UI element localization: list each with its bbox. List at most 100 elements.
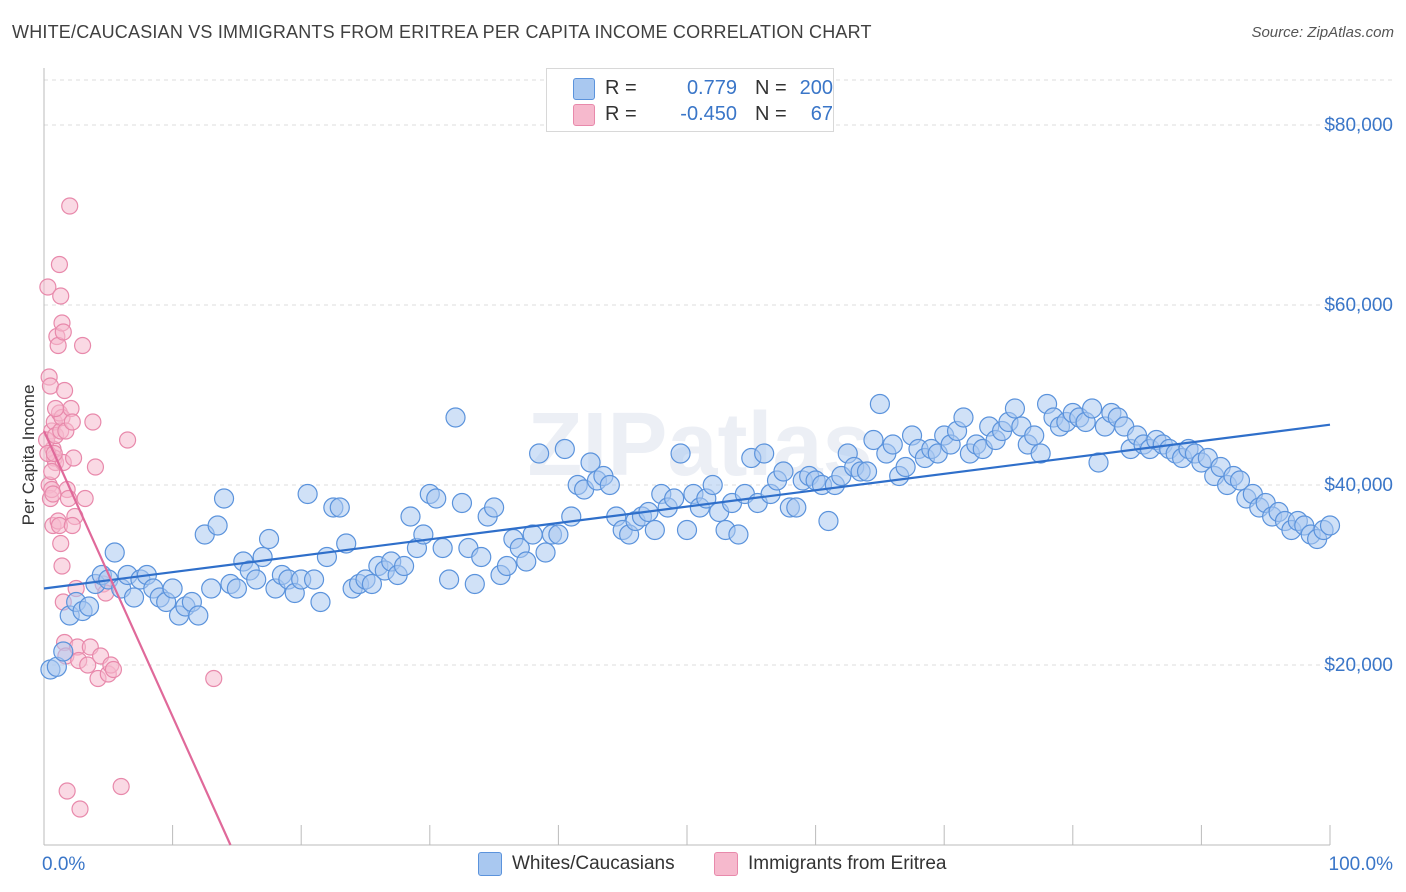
white-point bbox=[464, 573, 485, 595]
bottom-legend-label: Whites/Caucasians bbox=[512, 853, 675, 874]
white-point bbox=[361, 573, 383, 595]
eritrea-point bbox=[55, 381, 74, 400]
white-point bbox=[664, 488, 685, 509]
white-point bbox=[451, 492, 473, 514]
white-point bbox=[895, 456, 916, 478]
white-point bbox=[882, 434, 903, 455]
y-axis-label: Per Capita Income bbox=[19, 385, 38, 526]
legend-swatch-blue bbox=[573, 78, 595, 100]
eritrea-point bbox=[58, 782, 76, 800]
white-point bbox=[104, 542, 125, 563]
white-point bbox=[246, 569, 267, 590]
bottom-swatch-blue bbox=[478, 852, 502, 876]
white-point bbox=[258, 528, 280, 550]
white-point bbox=[1081, 398, 1103, 419]
white-point bbox=[1088, 452, 1109, 473]
eritrea-point bbox=[44, 485, 62, 503]
white-point bbox=[432, 537, 453, 559]
white-point bbox=[548, 524, 569, 545]
white-point bbox=[471, 546, 492, 568]
legend-n-label: N = bbox=[755, 77, 787, 99]
white-point bbox=[213, 488, 235, 509]
eritrea-point bbox=[86, 458, 105, 476]
white-point bbox=[869, 393, 891, 415]
eritrea-point bbox=[61, 197, 79, 215]
legend-r-value: 0.779 bbox=[686, 77, 737, 99]
white-point bbox=[1319, 515, 1341, 536]
trend-lines bbox=[42, 423, 1331, 846]
eritrea-point bbox=[84, 413, 102, 431]
white-point bbox=[162, 578, 183, 599]
eritrea-points bbox=[37, 197, 223, 818]
white-point bbox=[53, 641, 74, 662]
white-trend-line bbox=[43, 423, 1331, 590]
chart-title: WHITE/CAUCASIAN VS IMMIGRANTS FROM ERITR… bbox=[12, 22, 872, 42]
white-point bbox=[818, 510, 839, 532]
tick-labels: $20,000 $40,000 $60,000 $80,000 0.0% 100.0% bbox=[42, 115, 1393, 875]
white-point bbox=[554, 438, 575, 460]
white-point bbox=[310, 591, 331, 613]
white-point bbox=[445, 407, 466, 428]
white-point bbox=[863, 429, 884, 451]
white-point bbox=[702, 474, 723, 496]
eritrea-point bbox=[50, 255, 69, 274]
eritrea-point bbox=[54, 323, 72, 341]
white-point bbox=[400, 506, 421, 527]
eritrea-point bbox=[63, 516, 81, 535]
white-point bbox=[78, 596, 100, 617]
eritrea-point bbox=[118, 431, 137, 449]
white-point bbox=[529, 443, 550, 464]
white-point bbox=[670, 443, 691, 464]
white-point bbox=[438, 569, 460, 590]
white-point bbox=[676, 519, 698, 541]
eritrea-point bbox=[52, 287, 70, 305]
eritrea-point bbox=[41, 377, 60, 395]
white-point bbox=[303, 569, 325, 590]
white-point bbox=[535, 542, 556, 563]
white-point bbox=[1024, 425, 1045, 446]
legend-r-label: R = bbox=[605, 103, 637, 125]
eritrea-point bbox=[112, 777, 130, 796]
legend-r-value: -0.450 bbox=[680, 103, 737, 125]
legend-row-whites: R = 0.779 N = 200 bbox=[573, 75, 833, 101]
eritrea-point bbox=[64, 449, 83, 467]
white-point bbox=[123, 587, 145, 608]
white-point bbox=[953, 407, 974, 428]
white-point bbox=[644, 519, 665, 541]
white-point bbox=[1030, 443, 1051, 464]
white-point bbox=[754, 443, 775, 464]
eritrea-point bbox=[63, 413, 81, 431]
eritrea-point bbox=[39, 278, 57, 296]
source-label: Source: ZipAtlas.com bbox=[1251, 24, 1394, 41]
white-point bbox=[252, 546, 273, 568]
eritrea-point bbox=[52, 534, 70, 553]
eritrea-point bbox=[205, 669, 223, 688]
white-point bbox=[297, 483, 318, 505]
white-point bbox=[773, 461, 794, 482]
y-tick-label: $40,000 bbox=[1324, 475, 1393, 496]
eritrea-trend-line bbox=[42, 430, 232, 846]
white-point bbox=[226, 578, 247, 599]
white-point bbox=[207, 515, 228, 536]
y-tick-label: $80,000 bbox=[1324, 115, 1393, 136]
legend-swatch-pink bbox=[573, 104, 595, 126]
white-point bbox=[728, 524, 749, 545]
white-point bbox=[188, 605, 209, 626]
white-point bbox=[316, 546, 338, 568]
white-point bbox=[1004, 398, 1026, 419]
white-point bbox=[599, 474, 620, 496]
white-point bbox=[580, 452, 601, 473]
x-tick-label: 100.0% bbox=[1329, 854, 1394, 875]
stats-legend: R = 0.779 N = 200 R = -0.450 N = 67 bbox=[546, 68, 834, 132]
x-tick-label: 0.0% bbox=[42, 854, 85, 875]
white-point bbox=[329, 497, 350, 518]
bottom-swatch-pink bbox=[714, 852, 738, 876]
white-point bbox=[201, 578, 222, 599]
white-point bbox=[856, 461, 878, 482]
white-point bbox=[484, 497, 505, 518]
white-point bbox=[496, 555, 518, 577]
white-point bbox=[426, 488, 447, 509]
legend-n-label: N = bbox=[755, 103, 787, 125]
white-point bbox=[393, 555, 415, 577]
